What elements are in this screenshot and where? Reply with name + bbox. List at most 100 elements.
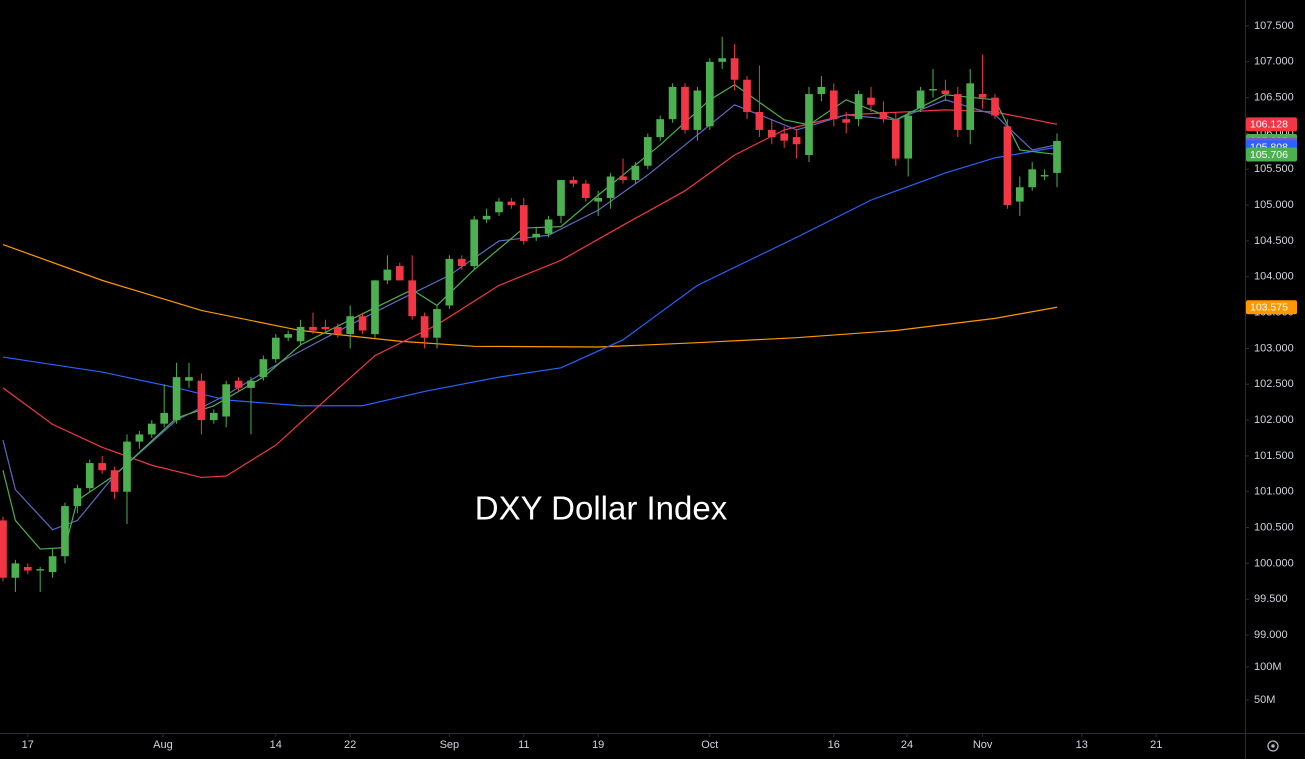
candle-body: [371, 280, 379, 335]
candle-body: [433, 309, 441, 338]
candle-body: [854, 94, 863, 120]
x-tick-label: 14: [270, 739, 282, 751]
candle-body: [767, 129, 776, 138]
x-tick-label: Nov: [973, 739, 993, 751]
candle-body: [123, 441, 131, 492]
candle-body: [346, 316, 355, 335]
candle-body: [916, 90, 925, 109]
candle-body: [259, 359, 268, 378]
candle-body: [185, 377, 193, 381]
candle-body: [0, 520, 7, 578]
candle-body: [482, 215, 491, 220]
candle-body: [457, 258, 466, 267]
candle-body: [594, 197, 603, 202]
candle-body: [85, 463, 94, 489]
candle-body: [1028, 169, 1037, 188]
candles: [0, 36, 1061, 593]
candle-body: [891, 119, 900, 159]
y2-tick-label: 50M: [1254, 694, 1275, 706]
candle-body: [358, 316, 367, 331]
candle-body: [209, 412, 218, 421]
ma-line: [2, 243, 1058, 348]
x-tick-label: 19: [592, 739, 604, 751]
x-tick-label: 21: [1150, 739, 1162, 751]
candle-body: [643, 137, 652, 166]
y-tick-label: 99.500: [1254, 593, 1288, 605]
candle-body: [234, 380, 243, 388]
y-tick-label: 105.500: [1254, 163, 1294, 175]
candle-body: [656, 119, 665, 138]
price-tag: [1246, 117, 1297, 132]
x-tick-label: 24: [901, 739, 913, 751]
candle-body: [48, 556, 57, 572]
candle-body: [507, 201, 516, 206]
candle-body: [606, 176, 615, 198]
candle-body: [271, 337, 280, 360]
x-tick-label: 13: [1076, 739, 1088, 751]
price-tag-label: 106.128: [1250, 119, 1288, 131]
candle-body: [247, 380, 255, 388]
y-tick-label: 104.000: [1254, 271, 1294, 283]
y-tick-label: 99.000: [1254, 629, 1288, 641]
candle-body: [668, 86, 677, 120]
candle-body: [631, 165, 640, 181]
candle-body: [842, 119, 851, 123]
candle-body: [333, 326, 342, 335]
candle-body: [978, 94, 987, 98]
x-tick-label: 22: [344, 739, 356, 751]
candle-body: [284, 334, 293, 338]
candle-body: [792, 137, 801, 145]
y-tick-label: 100.000: [1254, 557, 1294, 569]
candle-body: [743, 79, 751, 112]
candle-body: [1053, 141, 1061, 173]
candle-body: [557, 180, 565, 216]
candle-body: [532, 233, 541, 238]
candle-body: [160, 412, 169, 424]
candle-body: [197, 380, 206, 421]
y-tick-label: 107.500: [1254, 20, 1294, 32]
candle-body: [941, 90, 950, 95]
y-tick-label: 101.500: [1254, 450, 1294, 462]
price-tag-label: 103.575: [1250, 302, 1288, 314]
settings-icon[interactable]: [1267, 740, 1279, 752]
candle-body: [321, 326, 330, 330]
y-tick-label: 103.000: [1254, 342, 1294, 354]
candle-body: [495, 201, 503, 213]
candle-body: [953, 94, 962, 130]
candle-body: [519, 205, 528, 241]
candle-body: [11, 563, 20, 578]
candle-body: [172, 377, 181, 421]
candle-body: [904, 115, 913, 159]
candle-body: [222, 384, 231, 417]
candle-body: [705, 61, 714, 127]
x-tick-label: Sep: [440, 739, 460, 751]
candle-body: [470, 219, 479, 267]
settings-icon-dot: [1271, 744, 1275, 748]
candle-body: [1015, 187, 1024, 202]
candle-body: [296, 326, 305, 342]
price-tag-label: 105.706: [1250, 149, 1288, 161]
candle-body: [309, 326, 317, 331]
candle-body: [619, 176, 627, 181]
candle-body: [929, 89, 937, 91]
candle-body: [135, 434, 144, 442]
candle-body: [110, 470, 119, 492]
candle-body: [780, 133, 789, 141]
settings-button[interactable]: [1267, 740, 1279, 752]
candle-body: [755, 111, 764, 130]
y-tick-label: 107.000: [1254, 56, 1294, 68]
candle-body: [98, 463, 107, 471]
axes: 107.500107.000106.500106.000105.500105.0…: [22, 20, 1297, 751]
candle-body: [569, 180, 578, 184]
candle-body: [23, 566, 32, 571]
x-tick-label: 17: [22, 739, 34, 751]
candle-body: [693, 90, 702, 130]
candle-body: [991, 97, 999, 116]
candle-body: [730, 58, 739, 80]
y-tick-label: 105.000: [1254, 199, 1294, 211]
candle-body: [581, 183, 590, 198]
candle-body: [879, 111, 888, 120]
